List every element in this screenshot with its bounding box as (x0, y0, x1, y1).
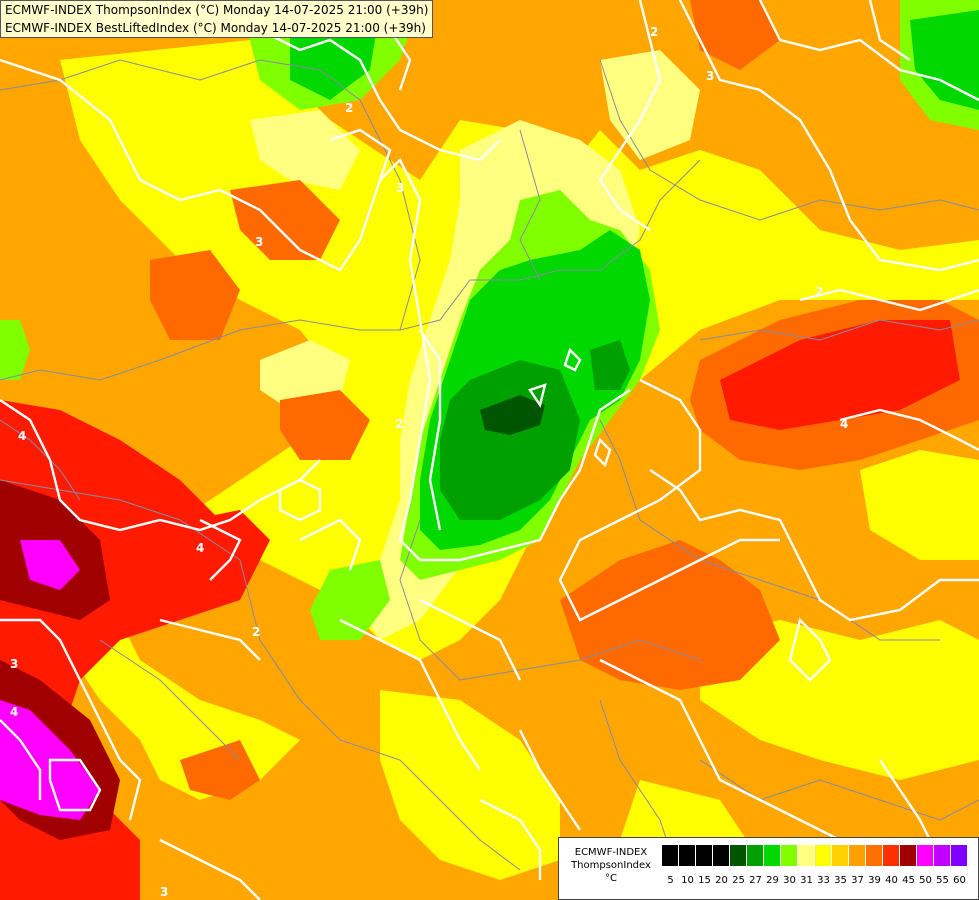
contour-label: 2 (815, 285, 823, 299)
legend-tick: 31 (800, 875, 813, 886)
legend-swatch (866, 845, 882, 866)
legend-tick: 39 (868, 875, 881, 886)
legend-tick: 60 (953, 875, 966, 886)
legend-tick: 27 (749, 875, 762, 886)
legend-tick: 37 (851, 875, 864, 886)
legend-swatch (883, 845, 899, 866)
legend-swatch (815, 845, 831, 866)
legend-swatch (934, 845, 950, 866)
legend-model: ECMWF-INDEX (574, 847, 648, 858)
legend-tick: 35 (834, 875, 847, 886)
map-title-box: ECMWF-INDEX ThompsonIndex (°C) Monday 14… (0, 0, 434, 38)
legend-swatch (849, 845, 865, 866)
contour-label: 3 (396, 181, 404, 195)
legend-tick: 30 (783, 875, 796, 886)
legend-tick: 10 (681, 875, 694, 886)
legend-swatch (781, 845, 797, 866)
legend-tick: 5 (667, 875, 674, 886)
color-legend: ECMWF-INDEX ThompsonIndex °C 5 10 15 20 25 27… (558, 837, 979, 900)
legend-tick: 40 (885, 875, 898, 886)
legend-tick: 15 (698, 875, 711, 886)
legend-label: ECMWF-INDEX ThompsonIndex °C (563, 846, 659, 885)
legend-tick: 25 (732, 875, 745, 886)
legend-swatch (662, 845, 678, 866)
contour-label: 3 (160, 885, 168, 899)
legend-tick: 20 (715, 875, 728, 886)
legend-swatch (696, 845, 712, 866)
contour-label: 3 (706, 69, 714, 83)
legend-unit: °C (605, 873, 617, 884)
legend-swatch (764, 845, 780, 866)
legend-swatch (679, 845, 695, 866)
contour-label: 3 (10, 657, 18, 671)
contour-label: 4 (10, 705, 18, 719)
legend-swatch (713, 845, 729, 866)
legend-tick: 55 (936, 875, 949, 886)
legend-swatch (917, 845, 933, 866)
contour-label: 2 (395, 417, 403, 431)
legend-swatch (832, 845, 848, 866)
legend-swatches (662, 845, 968, 866)
legend-ticks: 5 10 15 20 25 27 29 30 31 33 35 37 39 40 45 50 55 60 (662, 875, 968, 889)
legend-swatch (798, 845, 814, 866)
contour-label: 4 (196, 541, 204, 555)
legend-swatch (951, 845, 967, 866)
contour-label: 4 (18, 429, 26, 443)
legend-tick: 50 (919, 875, 932, 886)
contour-label: 2 (650, 25, 658, 39)
legend-swatch (900, 845, 916, 866)
legend-parameter: ThompsonIndex (571, 860, 651, 871)
legend-swatch (747, 845, 763, 866)
contour-labels: 2 2 3 3 2 3 2 4 4 3 4 4 2 3 (10, 25, 848, 899)
contour-label: 2 (345, 101, 353, 115)
title-thompson-index: ECMWF-INDEX ThompsonIndex (°C) Monday 14… (5, 3, 429, 17)
contour-label: 4 (840, 417, 848, 431)
legend-tick: 45 (902, 875, 915, 886)
contour-label: 3 (255, 235, 263, 249)
legend-swatch (730, 845, 746, 866)
legend-tick: 29 (766, 875, 779, 886)
legend-tick: 33 (817, 875, 830, 886)
title-best-lifted-index: ECMWF-INDEX BestLiftedIndex (°C) Monday … (5, 21, 426, 35)
contour-label: 2 (252, 625, 260, 639)
